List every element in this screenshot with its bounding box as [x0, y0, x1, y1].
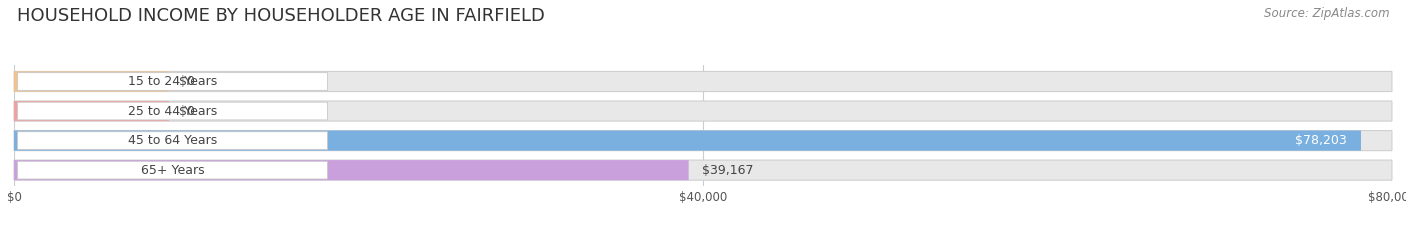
FancyBboxPatch shape	[17, 132, 328, 149]
FancyBboxPatch shape	[14, 72, 1392, 92]
Text: 65+ Years: 65+ Years	[141, 164, 204, 177]
FancyBboxPatch shape	[17, 161, 328, 179]
FancyBboxPatch shape	[14, 160, 689, 180]
Text: $39,167: $39,167	[703, 164, 754, 177]
FancyBboxPatch shape	[17, 73, 328, 90]
FancyBboxPatch shape	[14, 130, 1361, 151]
Text: $0: $0	[180, 105, 195, 117]
FancyBboxPatch shape	[14, 160, 1392, 180]
FancyBboxPatch shape	[17, 102, 328, 120]
Text: Source: ZipAtlas.com: Source: ZipAtlas.com	[1264, 7, 1389, 20]
Text: 15 to 24 Years: 15 to 24 Years	[128, 75, 217, 88]
Text: 45 to 64 Years: 45 to 64 Years	[128, 134, 217, 147]
FancyBboxPatch shape	[14, 72, 169, 92]
FancyBboxPatch shape	[14, 130, 1392, 151]
FancyBboxPatch shape	[14, 101, 169, 121]
Text: $0: $0	[180, 75, 195, 88]
Text: $78,203: $78,203	[1295, 134, 1347, 147]
Text: HOUSEHOLD INCOME BY HOUSEHOLDER AGE IN FAIRFIELD: HOUSEHOLD INCOME BY HOUSEHOLDER AGE IN F…	[17, 7, 544, 25]
Text: 25 to 44 Years: 25 to 44 Years	[128, 105, 217, 117]
FancyBboxPatch shape	[14, 101, 1392, 121]
